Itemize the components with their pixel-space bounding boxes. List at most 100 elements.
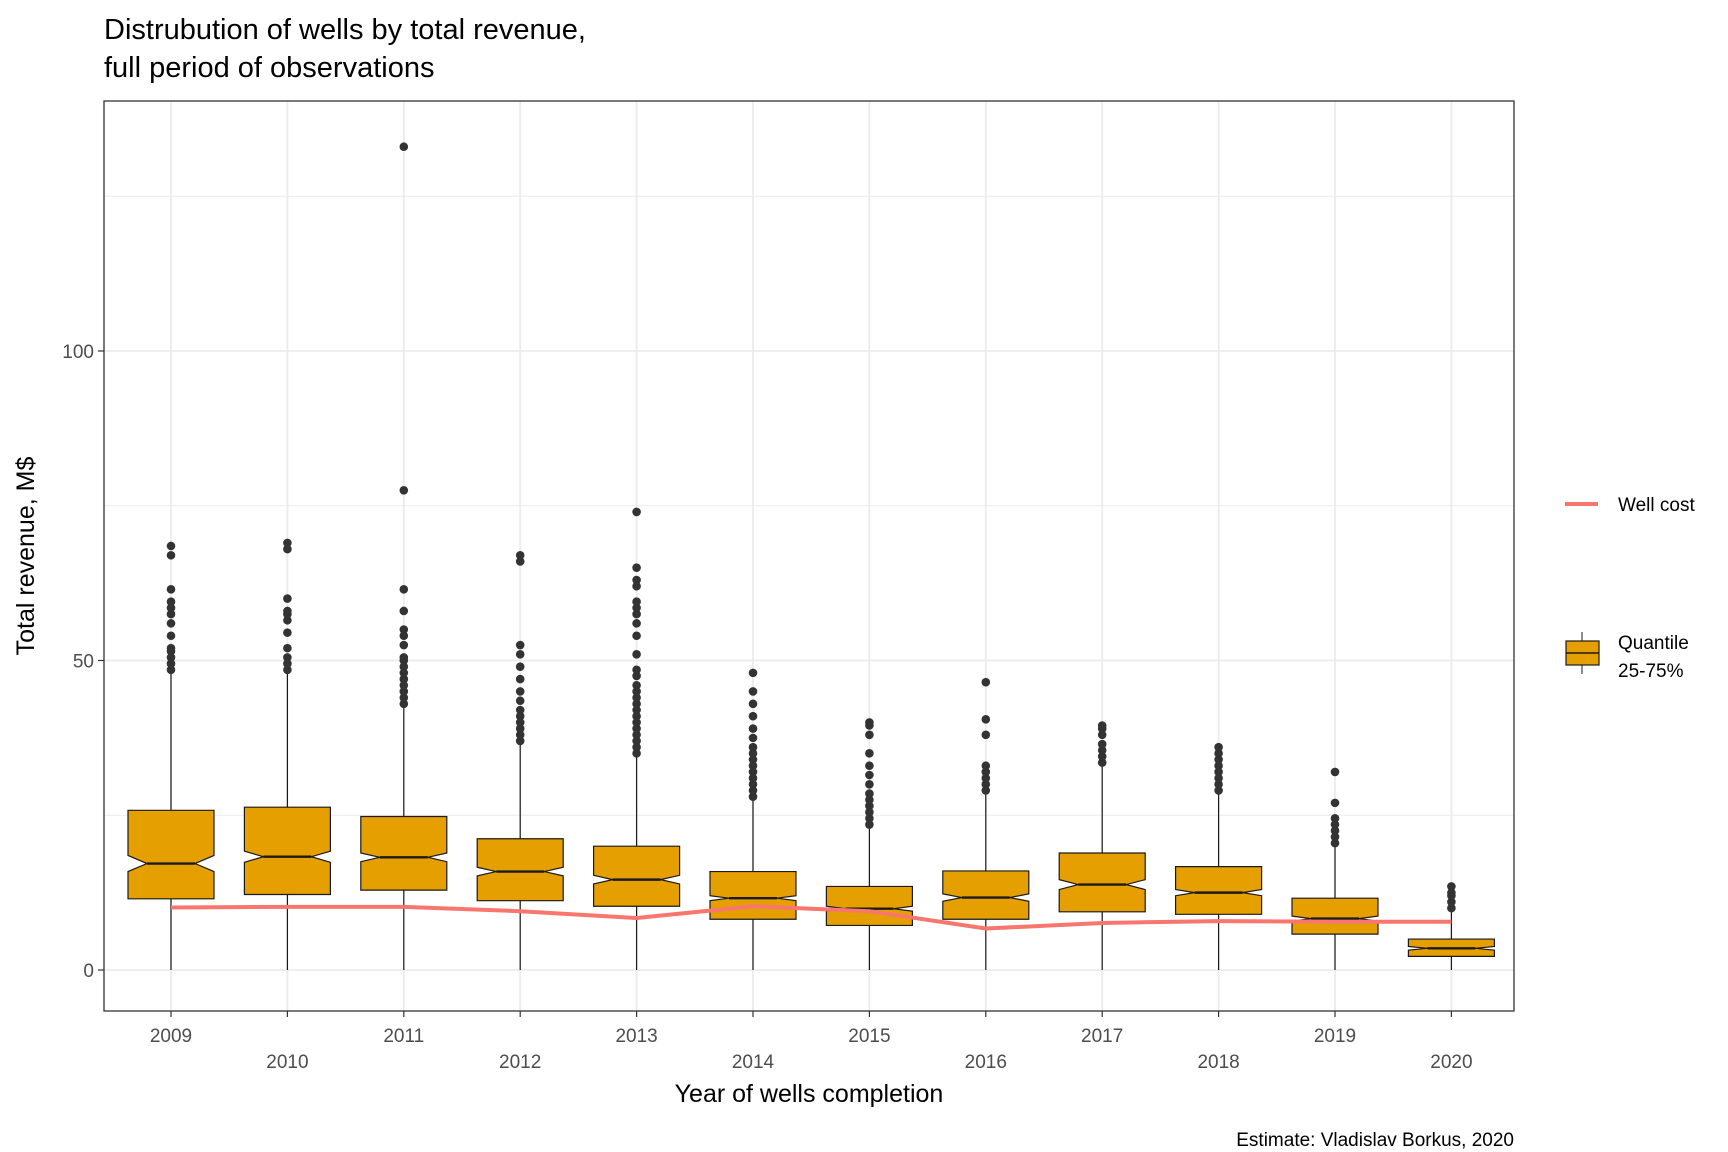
outlier-point bbox=[632, 711, 641, 721]
outlier-point bbox=[748, 749, 758, 758]
box-2014 bbox=[709, 870, 797, 920]
outlier-point bbox=[981, 773, 991, 783]
outlier-point bbox=[399, 653, 409, 662]
outlier-point bbox=[1447, 897, 1456, 907]
x-tick-label: 2009 bbox=[150, 1026, 192, 1047]
box-2017 bbox=[1058, 852, 1146, 913]
outlier-point bbox=[632, 680, 641, 690]
outlier-point bbox=[283, 665, 292, 675]
x-tick-label: 2014 bbox=[732, 1052, 775, 1073]
outlier-point bbox=[632, 730, 641, 740]
outlier-point bbox=[1330, 838, 1340, 848]
plot-panel-border bbox=[103, 100, 1515, 1012]
outlier-point bbox=[515, 640, 525, 650]
x-tick-label: 2016 bbox=[965, 1052, 1007, 1073]
box-2009 bbox=[127, 809, 215, 900]
outlier-point bbox=[748, 733, 758, 743]
outlier-point bbox=[1447, 882, 1456, 891]
outlier-point bbox=[632, 581, 641, 591]
outlier-point bbox=[632, 665, 641, 675]
x-tick-label: 2012 bbox=[499, 1052, 541, 1073]
outlier-point bbox=[399, 640, 409, 650]
outlier-point bbox=[632, 736, 641, 746]
outlier-point bbox=[632, 687, 641, 696]
outlier-point bbox=[515, 674, 525, 684]
outlier-point bbox=[1214, 773, 1223, 783]
x-tick-label: 2013 bbox=[615, 1026, 657, 1047]
outlier-point bbox=[283, 659, 292, 668]
outlier-point bbox=[632, 671, 641, 681]
outlier-point bbox=[1214, 786, 1223, 795]
outlier-point bbox=[981, 767, 991, 777]
outlier-point bbox=[865, 770, 874, 780]
outlier-point bbox=[166, 541, 176, 551]
outlier-point bbox=[515, 736, 525, 746]
x-tick-label: 2017 bbox=[1081, 1026, 1123, 1047]
outlier-point bbox=[1097, 739, 1107, 749]
outlier-point bbox=[865, 807, 874, 817]
outlier-point bbox=[166, 550, 176, 560]
outlier-point bbox=[748, 711, 758, 721]
x-axis-title: Year of wells completion bbox=[675, 1080, 944, 1108]
outlier-point bbox=[1214, 755, 1223, 764]
outlier-point bbox=[399, 625, 409, 634]
plot-panel bbox=[104, 101, 1514, 1011]
outlier-point bbox=[981, 761, 991, 771]
outlier-point bbox=[166, 665, 176, 675]
outlier-point bbox=[1097, 730, 1107, 740]
well-cost-line-group bbox=[170, 904, 1452, 931]
outlier-point bbox=[1214, 749, 1223, 758]
y-axis-title: Total revenue, M$ bbox=[12, 457, 40, 656]
outlier-point bbox=[399, 631, 409, 641]
y-axis: 0 50 100 bbox=[62, 342, 104, 982]
outlier-point bbox=[1330, 826, 1340, 836]
outlier-point bbox=[632, 575, 641, 585]
outlier-point bbox=[399, 687, 409, 696]
chart-caption: Estimate: Vladislav Borkus, 2020 bbox=[1236, 1130, 1514, 1151]
outlier-point bbox=[748, 761, 758, 771]
outlier-point bbox=[399, 606, 409, 616]
outlier-point bbox=[632, 693, 641, 702]
outlier-point bbox=[1214, 767, 1223, 777]
outlier-point bbox=[515, 550, 525, 560]
outlier-point bbox=[515, 662, 525, 671]
x-tick-label: 2018 bbox=[1197, 1052, 1239, 1073]
boxes bbox=[127, 806, 1496, 957]
outlier-point bbox=[748, 792, 758, 801]
outlier-point bbox=[399, 699, 409, 709]
y-tick-label: 100 bbox=[62, 342, 94, 363]
outlier-point bbox=[166, 643, 176, 653]
box-2013 bbox=[592, 845, 681, 907]
outlier-point bbox=[748, 767, 758, 777]
outlier-point bbox=[1097, 758, 1107, 767]
outlier-point bbox=[632, 749, 641, 758]
y-tick-label: 50 bbox=[73, 652, 94, 673]
outlier-point bbox=[632, 699, 641, 709]
box-2010 bbox=[243, 806, 331, 896]
outlier-point bbox=[748, 724, 758, 733]
outlier-point bbox=[981, 677, 991, 687]
outlier-point bbox=[283, 653, 292, 662]
outlier-point bbox=[865, 749, 874, 758]
x-tick-label: 2015 bbox=[848, 1026, 890, 1047]
outlier-point bbox=[166, 631, 176, 641]
outlier-point bbox=[399, 680, 409, 690]
outlier-point bbox=[1447, 903, 1456, 913]
outlier-point bbox=[1330, 798, 1340, 808]
outlier-point bbox=[748, 780, 758, 789]
outlier-point bbox=[166, 597, 176, 606]
x-tick-label: 2010 bbox=[266, 1052, 308, 1073]
outlier-point bbox=[748, 668, 758, 678]
outlier-point bbox=[283, 628, 292, 637]
outlier-point bbox=[632, 631, 641, 641]
outlier-point bbox=[283, 615, 292, 625]
y-tick-label: 0 bbox=[83, 961, 94, 982]
outlier-point bbox=[981, 715, 991, 724]
outlier-point bbox=[166, 603, 176, 613]
outlier-point bbox=[1097, 721, 1107, 730]
outlier-point bbox=[166, 619, 176, 628]
outlier-point bbox=[632, 705, 641, 715]
outlier-point bbox=[1447, 888, 1456, 897]
outlier-point bbox=[981, 786, 991, 795]
